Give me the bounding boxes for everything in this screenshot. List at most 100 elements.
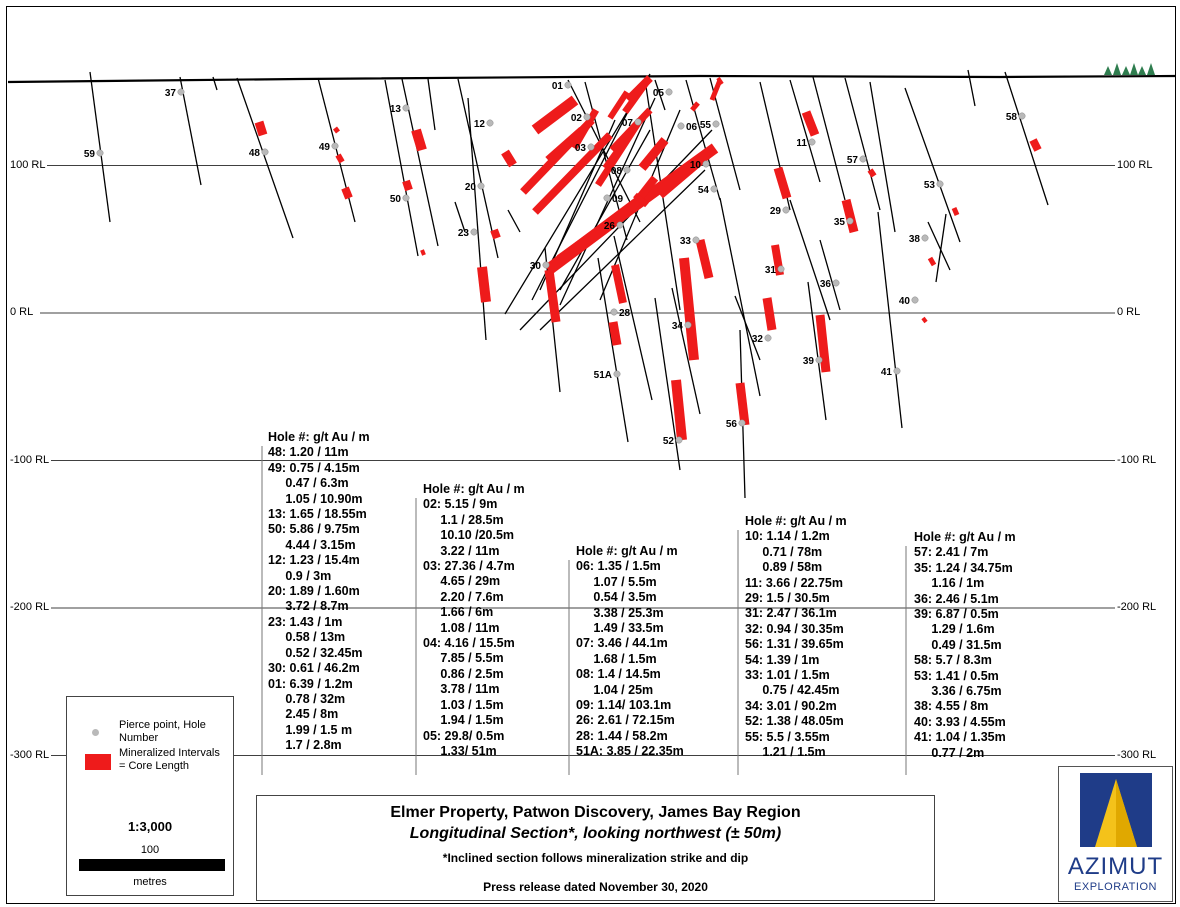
hole-number-label: 40 <box>899 296 911 307</box>
ground-surface-line <box>7 74 1177 84</box>
hole-number-label: 55 <box>700 120 712 131</box>
drill-hole-trace <box>613 235 653 401</box>
assay-row: 1.99 / 1.5 m <box>268 722 353 737</box>
mineralized-interval <box>638 137 669 171</box>
rl-label-left: -300 RL <box>8 748 52 761</box>
mineralized-interval <box>420 249 426 256</box>
mineralized-interval <box>735 382 750 426</box>
hole-number-label: 02 <box>571 113 583 124</box>
assay-row: 41: 1.04 / 1.35m <box>914 730 1006 745</box>
drill-hole-trace <box>927 221 951 271</box>
drill-hole-trace <box>789 79 821 183</box>
hole-number-label: 59 <box>84 149 96 160</box>
drill-hole-trace <box>819 239 841 311</box>
drill-hole-trace <box>559 129 651 291</box>
pierce-point <box>782 206 790 214</box>
rl-label-left: -100 RL <box>8 453 52 466</box>
hole-number-label: 52 <box>663 436 675 447</box>
drill-hole-trace <box>454 201 466 233</box>
hole-number-label: 08 <box>611 166 623 177</box>
pierce-point <box>702 160 710 168</box>
pierce-point <box>616 221 624 229</box>
mineralized-interval <box>254 120 268 137</box>
assay-row: 58: 5.7 / 8.3m <box>914 653 992 668</box>
assay-table-header: Hole #: g/t Au / m <box>914 530 1016 544</box>
assay-row: 52: 1.38 / 48.05m <box>745 714 844 729</box>
pierce-point <box>677 122 685 130</box>
pierce-point <box>1018 112 1026 120</box>
pierce-point <box>564 81 572 89</box>
assay-row: 32: 0.94 / 30.35m <box>745 621 844 636</box>
pierce-point <box>832 279 840 287</box>
assay-table-5: Hole #: g/t Au / m 57: 2.41 / 7m 35: 1.24… <box>914 530 1016 761</box>
assay-row: 26: 2.61 / 72.15m <box>576 713 675 728</box>
pierce-point <box>738 419 746 427</box>
rl-label-right: -200 RL <box>1115 601 1159 613</box>
mineralized-interval <box>607 90 630 120</box>
assay-row: 30: 0.61 / 46.2m <box>268 661 360 676</box>
assay-table-header: Hole #: g/t Au / m <box>268 430 370 444</box>
mineralized-interval <box>709 79 723 101</box>
assay-row: 1.21 / 1.5m <box>745 745 826 760</box>
rl-label-left: 0 RL <box>8 306 36 318</box>
pierce-points: 59 37 48 49 13 50 12 20 23 30 01 02 03 07 05 06 55 08 09 26… <box>84 81 1026 447</box>
table-separators <box>261 446 907 775</box>
scale-bar-unit: metres <box>133 876 167 888</box>
hole-number-label: 50 <box>390 194 402 205</box>
hole-number-label: 23 <box>458 228 470 239</box>
assay-row: 0.58 / 13m <box>268 630 346 645</box>
hole-number-label: 34 <box>672 321 684 332</box>
mineralized-interval <box>716 76 724 86</box>
assay-row: 28: 1.44 / 58.2m <box>576 728 668 743</box>
assay-row: 1.68 / 1.5m <box>576 651 657 666</box>
hole-number-label: 32 <box>752 334 764 345</box>
figure-title: Elmer Property, Patwon Discovery, James … <box>390 804 801 821</box>
mineralized-interval <box>570 108 600 150</box>
hole-number-label: 29 <box>770 206 782 217</box>
mineralized-interval <box>333 126 340 134</box>
mineralized-interval <box>921 316 928 324</box>
mineralized-interval <box>773 166 792 200</box>
assay-table-4: Hole #: g/t Au / m 10: 1.14 / 1.2m 0.71 … <box>745 514 847 761</box>
assay-row: 3.78 / 11m <box>423 682 500 697</box>
drill-hole-trace <box>539 169 706 331</box>
mineralized-interval <box>951 207 960 216</box>
assay-row: 10: 1.14 / 1.2m <box>745 529 830 544</box>
drill-hole-trace <box>212 76 218 91</box>
assay-row: 1.08 / 11m <box>423 620 500 635</box>
rl-label-right: -100 RL <box>1115 453 1159 466</box>
drill-hole-trace <box>179 76 202 186</box>
drill-hole-trace <box>654 79 666 111</box>
mineralized-interval <box>544 269 561 323</box>
hole-number-label: 26 <box>604 221 616 232</box>
drill-hole-trace <box>467 97 487 341</box>
assay-row: 1.33/ 51m <box>423 743 497 758</box>
mineralized-interval <box>335 153 345 164</box>
pierce-point <box>911 296 919 304</box>
assay-row: 02: 5.15 / 9m <box>423 497 498 512</box>
hole-number-label: 11 <box>796 138 807 149</box>
mineralized-interval <box>626 175 659 213</box>
mineralized-interval <box>690 101 700 112</box>
assay-row: 0.86 / 2.5m <box>423 666 504 681</box>
hole-number-label: 07 <box>622 118 634 129</box>
hole-number-label: 06 <box>686 122 698 133</box>
drill-hole-trace <box>597 257 629 443</box>
tree-icon <box>1113 63 1121 75</box>
drill-hole-trace <box>384 79 419 257</box>
pierce-point <box>603 194 611 202</box>
drill-hole-trace <box>1004 71 1049 206</box>
map-scale: 1:3,000 <box>127 819 173 834</box>
assay-row: 20: 1.89 / 1.60m <box>268 584 360 599</box>
hole-number-label: 20 <box>465 182 477 193</box>
assay-row: 05: 29.8/ 0.5m <box>423 728 505 743</box>
pierce-point <box>613 370 621 378</box>
pierce-point <box>542 261 550 269</box>
title-block: Elmer Property, Patwon Discovery, James … <box>256 795 935 901</box>
assay-row: 49: 0.75 / 4.15m <box>268 460 360 475</box>
assay-row: 1.7 / 2.8m <box>268 738 342 753</box>
assay-row: 1.03 / 1.5m <box>423 697 504 712</box>
pierce-point <box>815 356 823 364</box>
mineralized-interval <box>927 256 937 267</box>
pierce-point <box>710 185 718 193</box>
